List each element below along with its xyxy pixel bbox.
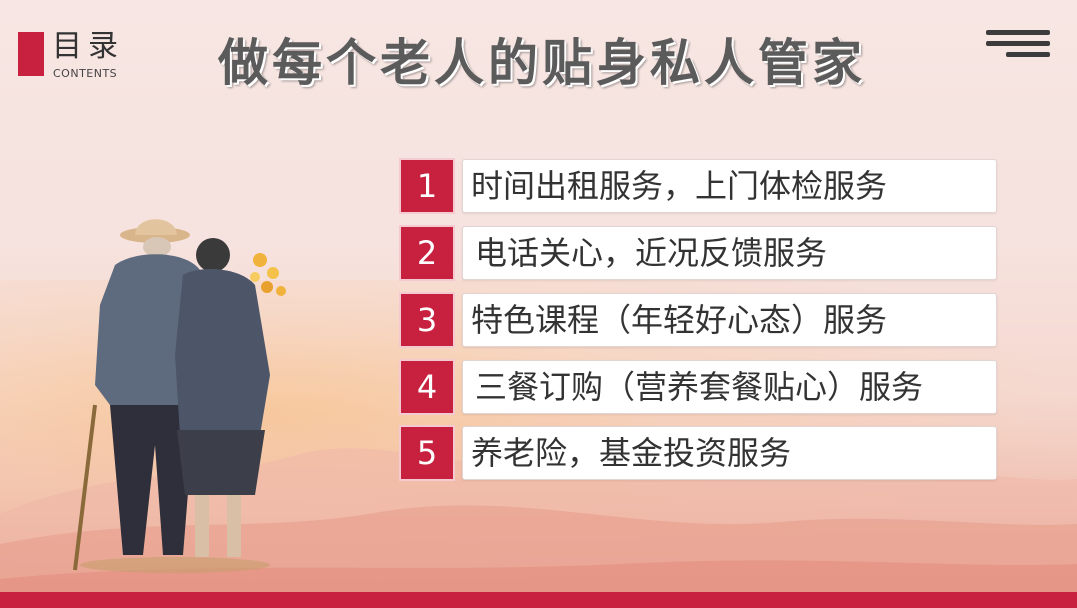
item-label-box: 时间出租服务，上门体检服务 — [462, 159, 997, 213]
list-item[interactable]: 3 特色课程（年轻好心态）服务 — [401, 293, 997, 347]
toc-subtitle: CONTENTS — [53, 67, 118, 80]
item-label: 电话关心，近况反馈服务 — [475, 234, 828, 272]
item-number-badge: 5 — [401, 427, 453, 479]
item-label-box: 三餐订购（营养套餐贴心）服务 — [462, 360, 997, 414]
elderly-couple-illustration — [73, 219, 286, 573]
bottom-accent-bar — [0, 592, 1077, 608]
list-item[interactable]: 4 三餐订购（营养套餐贴心）服务 — [401, 360, 997, 414]
item-label-box: 养老险，基金投资服务 — [462, 426, 997, 480]
item-label-box: 特色课程（年轻好心态）服务 — [462, 293, 997, 347]
item-label: 三餐订购（营养套餐贴心）服务 — [475, 368, 924, 406]
item-number-badge: 2 — [401, 227, 453, 279]
item-number-badge: 1 — [401, 160, 453, 212]
item-label: 特色课程（年轻好心态）服务 — [471, 301, 888, 339]
item-label: 时间出租服务，上门体检服务 — [471, 167, 888, 205]
menu-icon[interactable] — [986, 30, 1050, 60]
background-mountains — [0, 448, 1077, 594]
item-number-badge: 3 — [401, 294, 453, 346]
list-item[interactable]: 5 养老险，基金投资服务 — [401, 426, 997, 480]
list-item[interactable]: 1 时间出租服务，上门体检服务 — [401, 159, 997, 213]
item-number-badge: 4 — [401, 361, 453, 413]
item-label: 养老险，基金投资服务 — [471, 434, 792, 472]
toc-accent-block — [18, 32, 44, 76]
list-item[interactable]: 2 电话关心，近况反馈服务 — [401, 226, 997, 280]
page-title: 做每个老人的贴身私人管家 — [218, 33, 866, 92]
toc-title: 目录 — [52, 29, 124, 64]
item-label-box: 电话关心，近况反馈服务 — [462, 226, 997, 280]
